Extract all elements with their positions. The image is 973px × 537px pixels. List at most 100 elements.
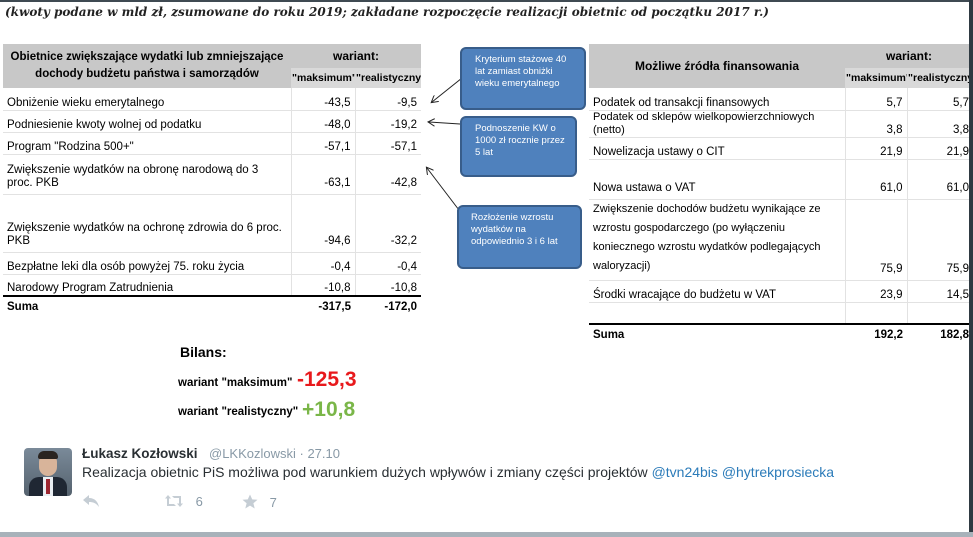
row-real: 61,0: [906, 159, 969, 200]
promises-variant-label: wariant:: [291, 44, 422, 68]
table-row: Podatek od sklepów wielkopowierzchniowyc…: [589, 110, 969, 138]
callout-arrow-1: [432, 77, 463, 102]
promises-table: Obietnice zwiększające wydatki lub zmnie…: [3, 44, 422, 318]
balance-title: Bilans:: [180, 344, 227, 360]
callout-retirement: Kryterium stażowe 40 lat zamiast obniżki…: [460, 47, 586, 110]
table-row: Zwiększenie dochodów budżetu wynikające …: [589, 199, 969, 281]
callout-tax-free-amount: Podnoszenie KW o 1000 zł rocznie przez 5…: [460, 116, 577, 177]
sum-max: 192,2: [845, 323, 907, 346]
row-label: Nowa ustawa o VAT: [589, 159, 845, 200]
row-label: Zwiększenie wydatków na obronę narodową …: [3, 154, 291, 195]
row-real: -32,2: [354, 194, 422, 253]
row-label: Obniżenie wieku emerytalnego: [3, 88, 291, 111]
tweet-attached-image[interactable]: (kwoty podane w mld zł, zsumowane do rok…: [0, 2, 969, 430]
mention-tvn24bis[interactable]: @tvn24bis: [651, 464, 718, 480]
row-label: Program "Rodzina 500+": [3, 132, 291, 155]
sum-row: Suma -317,5 -172,0: [3, 295, 422, 318]
row-real: 5,7: [906, 88, 969, 111]
row-real: -19,2: [354, 110, 422, 133]
tweet-author-name[interactable]: Łukasz Kozłowski: [82, 446, 198, 461]
row-real: 21,9: [906, 137, 969, 160]
sum-real: 182,8: [907, 323, 969, 346]
table-row: Zwiększenie wydatków na obronę narodową …: [3, 154, 422, 195]
row-real: 75,9: [906, 199, 969, 281]
balance-max-value: -125,3: [297, 368, 357, 391]
row-max: -10,8: [290, 274, 355, 297]
retweet-count: 6: [195, 494, 203, 509]
table-row: Nowelizacja ustawy o CIT 21,9 21,9: [589, 137, 969, 160]
callout-arrows: [0, 77, 463, 215]
balance-real-label: wariant "realistyczny": [178, 406, 299, 418]
callout-arrow-3: [427, 168, 463, 215]
row-label: Bezpłatne leki dla osób powyżej 75. roku…: [3, 252, 291, 275]
row-label: Podatek od sklepów wielkopowierzchniowyc…: [589, 110, 845, 138]
star-icon: [242, 494, 258, 509]
row-max: 61,0: [844, 159, 907, 200]
table-row: Nowa ustawa o VAT 61,0 61,0: [589, 159, 969, 200]
sum-label: Suma: [589, 323, 845, 346]
sum-max: -317,5: [291, 295, 355, 318]
promises-col-max: "maksimum": [291, 68, 355, 88]
row-max: 5,7: [844, 88, 907, 111]
reply-icon: [83, 495, 99, 507]
sum-real: -172,0: [355, 295, 422, 318]
row-max: 3,8: [844, 110, 907, 138]
row-label: Narodowy Program Zatrudnienia: [3, 274, 291, 297]
row-max: -63,1: [290, 154, 355, 195]
row-max: -57,1: [290, 132, 355, 155]
tweet-body: Realizacja obietnic PiS możliwa pod waru…: [82, 464, 648, 480]
row-max: 23,9: [844, 280, 907, 303]
tweet: Łukasz Kozłowski @LKKozlowski · 27.10 Re…: [0, 430, 969, 532]
row-max: 21,9: [844, 137, 907, 160]
funding-col-max: "maksimum": [845, 68, 907, 88]
favorite-count: 7: [269, 495, 277, 510]
row-real: 14,5: [906, 280, 969, 303]
tweet-text: Realizacja obietnic PiS możliwa pod waru…: [82, 464, 834, 480]
funding-table: Możliwe źródła finansowania wariant: "ma…: [589, 44, 969, 346]
row-label: Podatek od transakcji finansowych: [589, 88, 845, 111]
row-real: -57,1: [354, 132, 422, 155]
row-max: -94,6: [290, 194, 355, 253]
sum-label: Suma: [3, 295, 291, 318]
promises-col-real: "realistyczny": [355, 68, 422, 88]
row-max: -48,0: [290, 110, 355, 133]
table-row: Podatek od transakcji finansowych 5,7 5,…: [589, 88, 969, 111]
funding-header: Możliwe źródła finansowania: [589, 44, 845, 88]
table-row: Program "Rodzina 500+" -57,1 -57,1: [3, 132, 422, 155]
retweet-button[interactable]: 6: [164, 494, 203, 509]
sum-row: Suma 192,2 182,8: [589, 323, 969, 346]
row-max: 75,9: [844, 199, 907, 281]
balance-max-label: wariant "maksimum": [178, 377, 293, 389]
tweet-author-handle[interactable]: @LKKozlowski · 27.10: [209, 446, 340, 461]
retweet-icon: [165, 495, 183, 507]
window-right-border: [969, 0, 973, 537]
avatar[interactable]: [24, 448, 72, 496]
row-max: -43,5: [290, 88, 355, 111]
callout-arrow-2: [429, 122, 461, 124]
row-real: 3,8: [906, 110, 969, 138]
table-row: Środki wracające do budżetu w VAT 23,9 1…: [589, 280, 969, 303]
promises-header: Obietnice zwiększające wydatki lub zmnie…: [3, 44, 291, 88]
funding-variant-label: wariant:: [845, 44, 969, 68]
table-row: Zwiększenie wydatków na ochronę zdrowia …: [3, 194, 422, 253]
row-label: Zwiększenie dochodów budżetu wynikające …: [589, 199, 845, 281]
image-caption: (kwoty podane w mld zł, zsumowane do rok…: [5, 5, 769, 19]
mention-hytrekprosiecka[interactable]: @hytrekprosiecka: [721, 464, 835, 480]
favorite-button[interactable]: 7: [242, 494, 277, 510]
row-real: -9,5: [354, 88, 422, 111]
row-max: -0,4: [290, 252, 355, 275]
row-real: -42,8: [354, 154, 422, 195]
table-row: Narodowy Program Zatrudnienia -10,8 -10,…: [3, 274, 422, 297]
row-label: Środki wracające do budżetu w VAT: [589, 280, 845, 303]
window-top-border: [0, 0, 973, 2]
table-row: Bezpłatne leki dla osób powyżej 75. roku…: [3, 252, 422, 275]
row-real: -0,4: [354, 252, 422, 275]
table-row: Obniżenie wieku emerytalnego -43,5 -9,5: [3, 88, 422, 111]
funding-col-real: "realistyczny": [907, 68, 969, 88]
table-row: Podniesienie kwoty wolnej od podatku -48…: [3, 110, 422, 133]
row-label: Podniesienie kwoty wolnej od podatku: [3, 110, 291, 133]
window-bottom-border: [0, 532, 973, 537]
balance-real-value: +10,8: [302, 398, 356, 421]
reply-button[interactable]: [82, 494, 100, 511]
row-label: Zwiększenie wydatków na ochronę zdrowia …: [3, 194, 291, 253]
